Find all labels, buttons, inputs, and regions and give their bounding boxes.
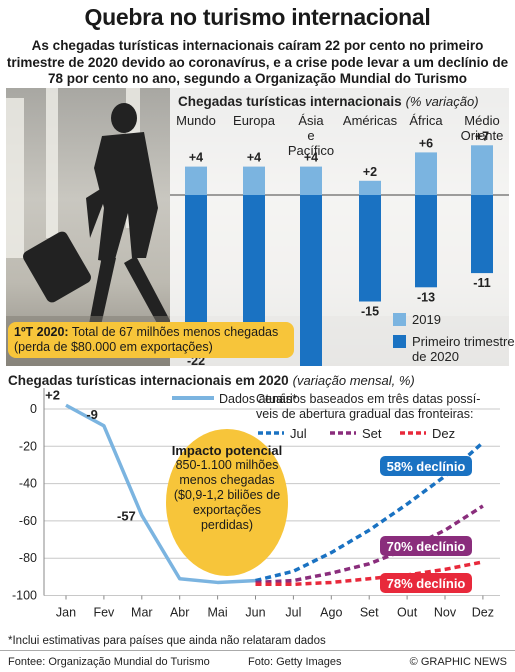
source-credit: Fontee: Organização Mundial do Turismo	[8, 656, 210, 668]
line-actual	[65, 403, 256, 585]
legend-scenario-label: Set	[362, 426, 382, 441]
x-tick-label: Out	[397, 606, 418, 620]
impact-line: exportações	[192, 503, 262, 517]
impact-bubble: Impacto potencial 850-1.100 milhões meno…	[166, 429, 288, 576]
x-tick-label: Jul	[285, 606, 301, 620]
x-tick-label: Mai	[208, 606, 228, 620]
decline-callout	[380, 573, 472, 593]
impact-heading: Impacto potencial	[171, 443, 283, 458]
regional-bar-chart: Chegadas turísticas internacionais (% var…	[170, 94, 515, 366]
bar-q1-2020-label: -13	[417, 290, 435, 304]
page-subtitle: As chegadas turísticas internacionais ca…	[6, 38, 509, 86]
bar-category-label: Ásia e Pacífico	[288, 113, 334, 158]
legend-label-2019: 2019	[412, 312, 441, 327]
x-tick-label: Mar	[131, 606, 153, 620]
q1-caption: 1ºT 2020: Total de 67 milhões menos cheg…	[8, 322, 294, 358]
bar-2019-label: +4	[189, 151, 203, 165]
legend-scenario-label: Jul	[290, 426, 307, 441]
bar-q1-2020	[243, 195, 265, 330]
legend-swatch-2019	[393, 313, 406, 326]
decline-callout	[380, 536, 472, 556]
y-tick-label: -40	[19, 477, 37, 491]
decline-callout-label: 58% declínio	[387, 459, 466, 474]
bar-2019	[415, 152, 437, 195]
legend-scenario-label: Dez	[432, 426, 455, 441]
bar-category-label: Américas	[343, 113, 398, 128]
y-tick-label: -60	[19, 514, 37, 528]
bar-category-label: Médio Oriente	[461, 113, 504, 143]
line-scenario-jul	[255, 441, 485, 583]
graphic-news-credit: © GRAPHIC NEWS	[409, 656, 507, 668]
bar-2019	[359, 180, 381, 195]
page-title: Quebra no turismo internacional	[84, 4, 431, 30]
bar-q1-2020	[185, 195, 207, 352]
bar-chart-title: Chegadas turísticas internacionais (% var…	[178, 94, 479, 109]
bar-category-label: Mundo	[176, 113, 216, 128]
bar-category-label: África	[409, 113, 443, 128]
line-chart-title: Chegadas turísticas internacionais em 20…	[8, 373, 415, 388]
bar-category-label: Europa	[233, 113, 276, 128]
decline-callout-label: 70% declínio	[387, 539, 466, 554]
bar-q1-2020-label: -22	[187, 354, 205, 366]
bar-q1-2020	[415, 195, 437, 288]
legend-actual-label: Dados atuais*	[219, 392, 297, 406]
actual-data-label: -57	[117, 508, 136, 523]
y-tick-label: -100	[12, 589, 37, 603]
impact-line: perdidas)	[200, 518, 254, 532]
bar-q1-2020	[471, 195, 493, 274]
scenario-label: Cenários baseados em três datas possí-ve…	[256, 392, 480, 421]
impact-line: menos chegadas	[179, 473, 275, 487]
x-tick-label: Fev	[93, 606, 115, 620]
bar-q1-2020	[300, 195, 322, 366]
y-tick-label: 0	[30, 402, 37, 416]
x-tick-label: Jan	[56, 606, 76, 620]
y-tick-label: -80	[19, 551, 37, 565]
actual-data-label: -9	[86, 407, 98, 422]
bar-q1-2020-label: -11	[473, 276, 490, 290]
actual-data-label: +2	[45, 387, 60, 402]
impact-line: 850-1.100 milhões	[175, 458, 279, 472]
decline-callout	[380, 456, 472, 476]
x-tick-label: Ago	[320, 606, 342, 620]
photo-credit: Foto: Getty Images	[248, 656, 342, 668]
bar-2019	[471, 145, 493, 195]
bar-2019	[243, 166, 265, 195]
line-scenario-set	[255, 504, 484, 585]
line-scenario-dez	[255, 560, 484, 587]
x-tick-label: Abr	[170, 606, 189, 620]
bar-2019	[185, 166, 207, 195]
decline-callout-label: 78% declínio	[387, 576, 466, 591]
bar-2019-label: +4	[304, 151, 318, 165]
bar-2019-label: +6	[419, 136, 433, 150]
bar-q1-2020	[359, 195, 381, 302]
impact-line: ($0,9-1,2 biliões de	[173, 488, 281, 502]
legend-label-q1-2020: Primeiro trimestre de 2020	[412, 334, 515, 364]
bar-2019-label: +7	[475, 129, 489, 143]
bar-2019-label: +4	[247, 151, 261, 165]
x-tick-label: Dez	[472, 606, 494, 620]
x-tick-label: Jun	[245, 606, 265, 620]
bar-2019-label: +2	[363, 165, 377, 179]
bar-q1-2020-label: -15	[361, 305, 379, 319]
footer: Fontee: Organização Mundial do Turismo F…	[0, 650, 515, 672]
legend-swatch-q1-2020	[393, 335, 406, 348]
bar-2019	[300, 166, 322, 195]
y-tick-label: -20	[19, 439, 37, 453]
bar-chart-panel	[170, 88, 509, 366]
x-tick-label: Nov	[434, 606, 457, 620]
footnote: *Inclui estimativas para países que aind…	[8, 635, 326, 647]
x-tick-label: Set	[360, 606, 379, 620]
monthly-line-chart: Chegadas turísticas internacionais em 20…	[8, 373, 500, 620]
